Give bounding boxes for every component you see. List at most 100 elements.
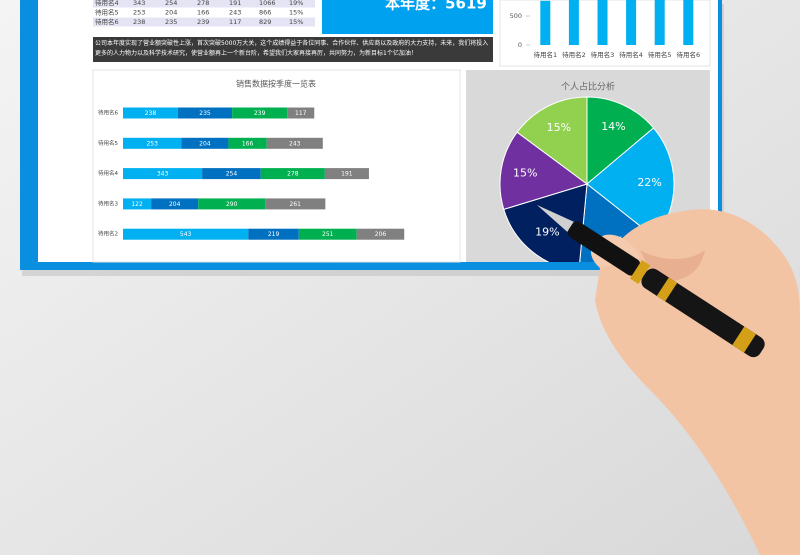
data-label: 191 <box>341 171 353 178</box>
x-tick-label: 待用名1 <box>533 50 557 59</box>
data-label: 243 <box>289 140 301 147</box>
table-cell: 15% <box>289 18 303 26</box>
column <box>597 0 608 46</box>
table-cell: 191 <box>229 0 241 7</box>
table-row <box>93 17 315 27</box>
description-box <box>93 37 493 62</box>
table-cell: 166 <box>197 9 209 17</box>
data-label: 19% <box>535 226 559 239</box>
table-cell: 1066 <box>259 0 276 7</box>
bar-segment <box>260 168 325 180</box>
data-label: 235 <box>199 110 211 117</box>
table-cell: 15% <box>289 9 303 17</box>
table-cell: 204 <box>165 9 177 17</box>
bar-segment <box>151 198 199 210</box>
data-label: 239 <box>254 110 266 117</box>
bar-segment <box>123 107 178 119</box>
y-tick-label: 待用名2 <box>98 230 118 238</box>
chart-title: 个人占比分析 <box>561 81 615 93</box>
column <box>568 0 579 46</box>
y-tick-label: 待用名4 <box>98 169 119 177</box>
data-label: 22% <box>637 176 661 189</box>
description: 公司本年度实现了营业额突破性上涨，首次突破5000万大关，这个成绩得益于各位同事… <box>95 40 489 57</box>
column <box>626 0 637 45</box>
data-label: 15% <box>547 121 571 134</box>
pen-grip <box>567 221 641 276</box>
bar-segment <box>123 137 182 149</box>
bar-segment <box>123 168 203 180</box>
table-cell: 254 <box>165 0 177 7</box>
column <box>540 0 551 45</box>
table-cell: 238 <box>133 18 145 26</box>
bar-segment <box>123 198 152 210</box>
bar-segment <box>232 107 288 119</box>
data-label: 251 <box>322 231 334 238</box>
pen-body <box>641 268 765 358</box>
data-label: 254 <box>226 171 238 178</box>
table-cell: 866 <box>259 9 271 17</box>
y-tick-label: 0 <box>518 41 522 49</box>
table-cell: 343 <box>133 0 145 7</box>
data-label: 166 <box>242 140 254 147</box>
data-label: 219 <box>268 231 280 238</box>
bar-segment <box>198 198 266 210</box>
table-row <box>93 8 315 17</box>
pie-slice <box>586 96 655 186</box>
x-tick-label: 待用名3 <box>591 50 615 59</box>
table-cell: 19% <box>289 0 303 7</box>
bar-segment <box>356 228 405 240</box>
y-tick-label: 待用名5 <box>98 139 119 147</box>
column <box>683 0 694 46</box>
pen-ring <box>656 277 678 302</box>
data-label: 238 <box>145 110 157 117</box>
bar-segment <box>181 137 229 149</box>
data-label: 290 <box>226 201 238 208</box>
pie-slice <box>499 131 589 210</box>
x-tick-label: 待用名2 <box>562 50 586 59</box>
data-label: 204 <box>169 201 181 208</box>
table-cell: 829 <box>259 18 271 26</box>
chart-title: 销售数据按季度一览表 <box>236 79 316 89</box>
bar-segment <box>202 168 261 180</box>
y-tick-label: 待用名3 <box>98 199 119 207</box>
data-label: 204 <box>199 140 211 147</box>
column <box>654 0 665 46</box>
y-tick-label: 待用名6 <box>98 109 119 117</box>
nib <box>537 205 574 232</box>
bar-segment <box>123 228 249 240</box>
bar-segment <box>266 137 323 149</box>
table-cell: 243 <box>229 9 241 17</box>
table-cell: 239 <box>197 18 209 26</box>
x-tick-label: 待用名5 <box>648 50 672 59</box>
data-label: 206 <box>375 231 387 238</box>
x-tick-label: 待用名6 <box>676 50 700 59</box>
data-label: 122 <box>131 201 143 208</box>
bar-segment <box>248 228 299 240</box>
table-cell: 待用名5 <box>95 8 119 17</box>
data-label: 14% <box>601 120 625 133</box>
hand-with-pen <box>537 205 800 555</box>
bar-segment <box>228 137 267 149</box>
pen-band <box>629 260 651 284</box>
bar-segment <box>298 228 357 240</box>
data-label: 278 <box>287 171 299 178</box>
y-tick-label: 500 <box>510 12 522 20</box>
data-label: 261 <box>290 201 302 208</box>
banner-box <box>322 0 493 34</box>
data-label: 343 <box>157 171 169 178</box>
table-row <box>93 0 315 8</box>
pen-cap-band <box>732 326 757 353</box>
table-cell: 117 <box>229 18 241 26</box>
data-label: 543 <box>180 231 192 238</box>
bar-segment <box>265 198 326 210</box>
banner: 本年度：5619 <box>385 0 487 13</box>
table-cell: 253 <box>133 9 145 17</box>
data-label: 253 <box>146 140 158 147</box>
table-cell: 待用名6 <box>95 17 119 26</box>
bar-segment <box>177 107 233 119</box>
table-cell: 278 <box>197 0 209 7</box>
hand <box>595 209 800 555</box>
pie-slice <box>516 96 588 185</box>
